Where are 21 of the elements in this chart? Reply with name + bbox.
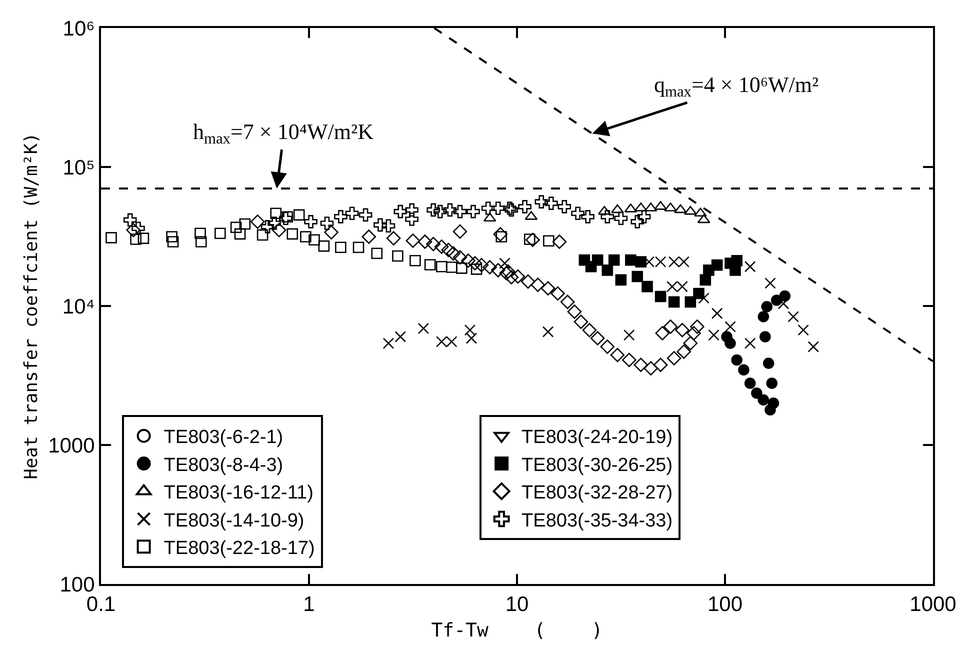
annotation: q$_{max}$=4 × 10⁶W/m²	[654, 72, 819, 101]
annotation: h$_{max}$=7 × 10⁴W/m²K	[193, 119, 374, 148]
legend-label: TE803(-32-28-27)	[522, 482, 673, 504]
y-axis-title: Heat transfer coeffcient (W/m²K)	[20, 132, 42, 480]
legend-label: TE803(-35-34-33)	[522, 510, 673, 532]
legend-label: TE803(-30-26-25)	[522, 454, 673, 476]
y-tick-label: 10⁶	[62, 17, 95, 40]
legend-label: TE803(-6-2-1)	[164, 427, 284, 448]
legend-label: TE803(-24-20-19)	[522, 427, 673, 448]
x-axis-title: Tf-Tw ( )	[431, 620, 603, 642]
legend-label: TE803(-14-10-9)	[164, 510, 304, 532]
y-tick-label: 1000	[48, 434, 95, 458]
legend-label: TE803(-8-4-3)	[164, 454, 284, 476]
x-tick-label: 100	[707, 593, 743, 616]
y-tick-label: 10⁴	[62, 295, 95, 318]
y-tick-label: 10⁵	[62, 156, 95, 180]
x-tick-label: 1	[303, 593, 315, 616]
legend-label: TE803(-16-12-11)	[164, 482, 314, 504]
legend-label: TE803(-22-18-17)	[164, 538, 315, 560]
x-tick-label: 1000	[910, 593, 956, 616]
x-tick-label: 10	[505, 593, 529, 616]
